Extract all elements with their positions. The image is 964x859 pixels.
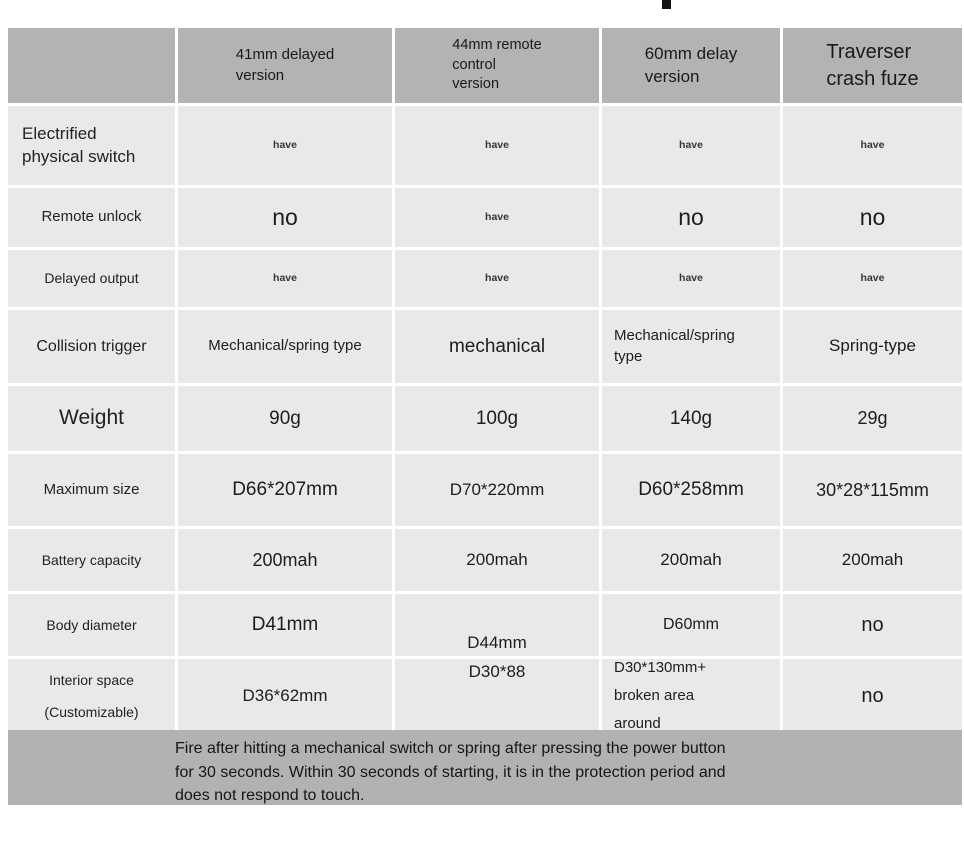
- cell-collision-60mm: Mechanical/spring type: [602, 310, 780, 383]
- cell-max-size-traverser: 30*28*115mm: [783, 454, 962, 526]
- cell-electrified-44mm: have: [395, 106, 599, 185]
- cell-collision-44mm: mechanical: [395, 310, 599, 383]
- column-header-44mm-remote: 44mm remote control version: [395, 28, 599, 103]
- cell-body-diameter-traverser: no: [783, 594, 962, 656]
- column-header-60mm-delay: 60mm delay version: [602, 28, 780, 103]
- cell-battery-60mm: 200mah: [602, 529, 780, 591]
- header-cell-empty: [8, 28, 175, 103]
- cell-battery-44mm: 200mah: [395, 529, 599, 591]
- row-label-body-diameter: Body diameter: [8, 594, 175, 656]
- row-label-interior-space: Interior space (Customizable): [8, 659, 175, 733]
- cell-electrified-60mm: have: [602, 106, 780, 185]
- column-header-label: Traverser crash fuze: [826, 40, 919, 90]
- row-label-weight: Weight: [8, 386, 175, 451]
- cell-body-diameter-44mm: D44mm: [395, 594, 599, 656]
- column-header-traverser: Traverser crash fuze: [783, 28, 962, 103]
- row-label-battery-capacity: Battery capacity: [8, 529, 175, 591]
- cell-max-size-44mm: D70*220mm: [395, 454, 599, 526]
- cell-delayed-output-60mm: have: [602, 250, 780, 307]
- column-header-label: 41mm delayed version: [235, 46, 335, 84]
- column-header-label: 60mm delay version: [644, 43, 738, 86]
- comparison-table: 41mm delayed version 44mm remote control…: [8, 28, 962, 733]
- row-label-delayed-output: Delayed output: [8, 250, 175, 307]
- cell-interior-44mm: D30*88: [395, 659, 599, 733]
- row-label-collision-trigger: Collision trigger: [8, 310, 175, 383]
- cell-collision-traverser: Spring-type: [783, 310, 962, 383]
- row-label-remote-unlock: Remote unlock: [8, 188, 175, 247]
- cell-battery-traverser: 200mah: [783, 529, 962, 591]
- cell-electrified-41mm: have: [178, 106, 392, 185]
- cell-electrified-traverser: have: [783, 106, 962, 185]
- cell-remote-unlock-traverser: no: [783, 188, 962, 247]
- cropped-title-text-artifact: [662, 0, 671, 9]
- cell-interior-traverser: no: [783, 659, 962, 733]
- cell-remote-unlock-60mm: no: [602, 188, 780, 247]
- footer-note-text: Fire after hitting a mechanical switch o…: [175, 740, 726, 804]
- cell-delayed-output-41mm: have: [178, 250, 392, 307]
- cell-body-diameter-41mm: D41mm: [178, 594, 392, 656]
- cell-collision-41mm: Mechanical/spring type: [178, 310, 392, 383]
- cell-max-size-41mm: D66*207mm: [178, 454, 392, 526]
- cell-max-size-60mm: D60*258mm: [602, 454, 780, 526]
- cell-weight-44mm: 100g: [395, 386, 599, 451]
- row-label-electrified-switch: Electrified physical switch: [8, 106, 175, 185]
- cell-weight-traverser: 29g: [783, 386, 962, 451]
- cell-weight-60mm: 140g: [602, 386, 780, 451]
- cell-delayed-output-44mm: have: [395, 250, 599, 307]
- column-header-label: 44mm remote control version: [452, 37, 542, 93]
- cell-weight-41mm: 90g: [178, 386, 392, 451]
- row-label-maximum-size: Maximum size: [8, 454, 175, 526]
- cell-interior-60mm: D30*130mm+ broken area around: [602, 659, 780, 733]
- cell-remote-unlock-41mm: no: [178, 188, 392, 247]
- cell-interior-41mm: D36*62mm: [178, 659, 392, 733]
- cell-remote-unlock-44mm: have: [395, 188, 599, 247]
- cell-delayed-output-traverser: have: [783, 250, 962, 307]
- cell-body-diameter-60mm: D60mm: [602, 594, 780, 656]
- column-header-41mm-delayed: 41mm delayed version: [178, 28, 392, 103]
- footer-note-band: Fire after hitting a mechanical switch o…: [8, 730, 962, 805]
- cell-battery-41mm: 200mah: [178, 529, 392, 591]
